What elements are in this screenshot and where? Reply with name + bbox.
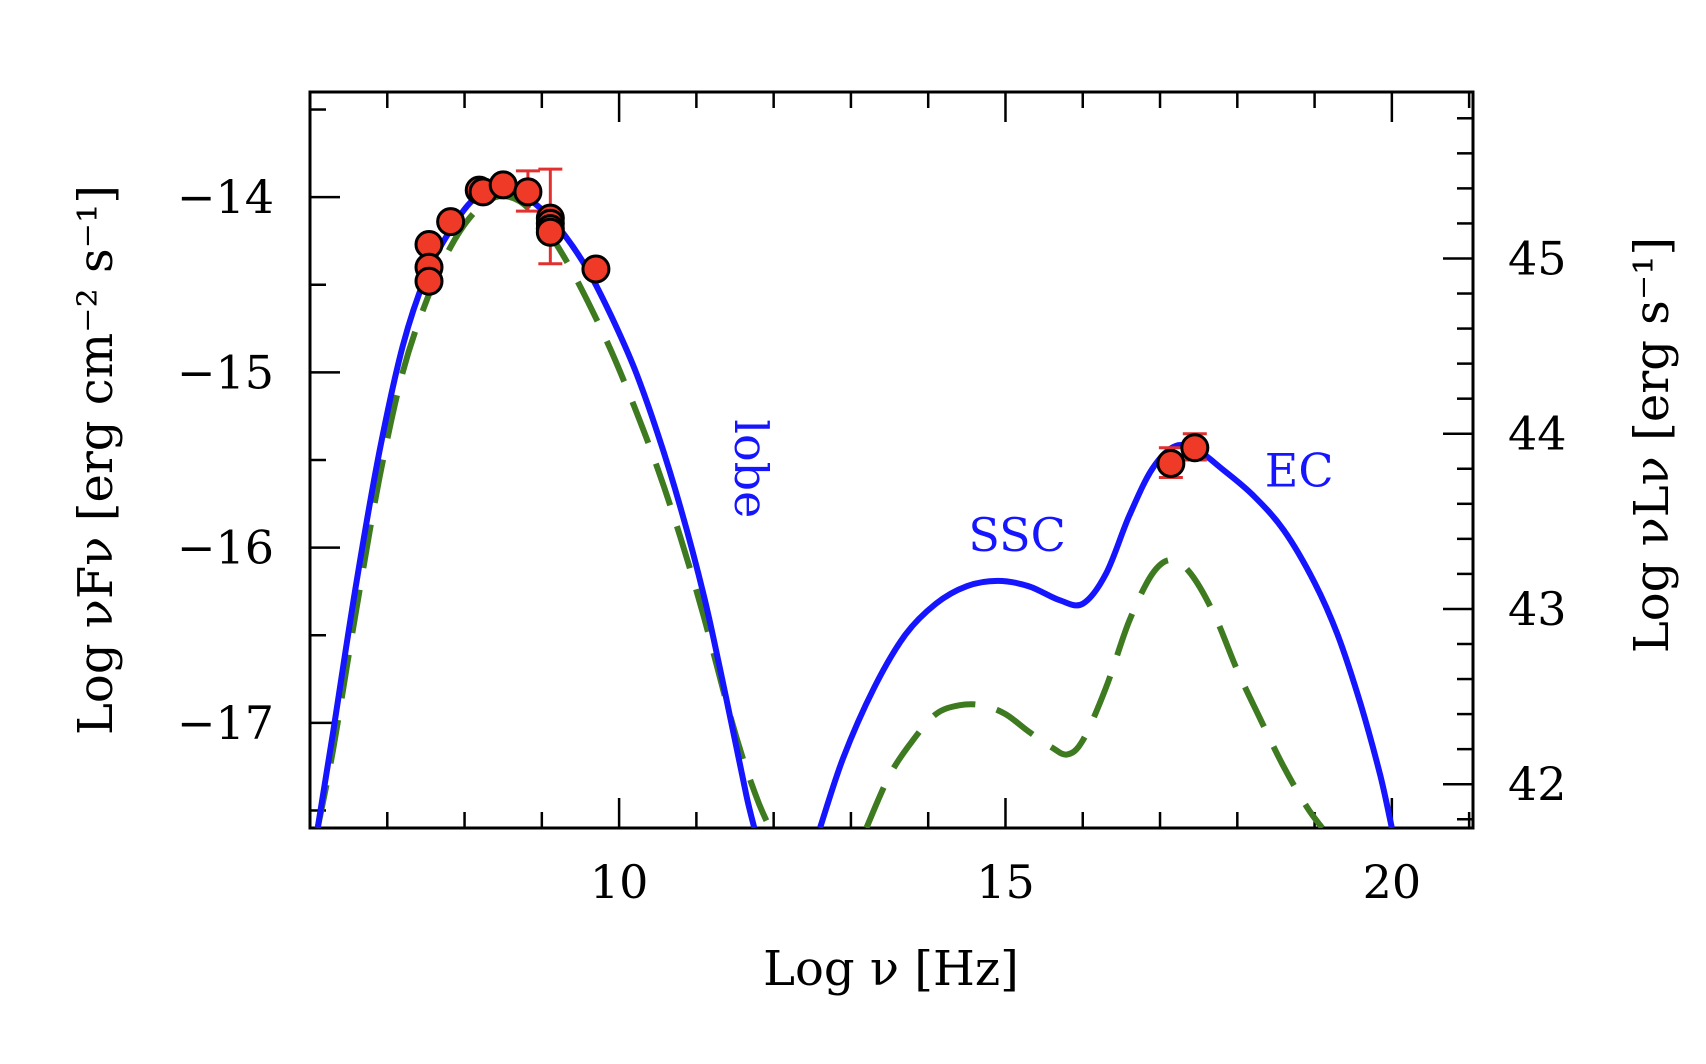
data-point — [513, 177, 543, 207]
solid-total-curve — [314, 186, 758, 828]
dashed-component-curve — [314, 193, 773, 828]
annotation-ssc: SSC — [968, 508, 1065, 562]
data-point — [1180, 433, 1210, 463]
x-tick-label-20: 20 — [1363, 855, 1422, 909]
data-point — [1156, 449, 1186, 479]
x-tick-label-10: 10 — [590, 855, 649, 909]
x-axis-label: Log ν [Hz] — [763, 941, 1019, 997]
y-tick-label-minus15: −15 — [177, 345, 274, 399]
data-point — [581, 254, 611, 284]
data-points — [414, 167, 1210, 480]
y2-tick-label-43: 43 — [1508, 582, 1567, 636]
annotation-ec: EC — [1265, 443, 1334, 497]
y-axis-label: Log νFν [erg cm⁻² s⁻¹] — [68, 185, 124, 735]
y-tick-label-minus17: −17 — [177, 696, 274, 750]
axis-ticks — [308, 92, 1473, 828]
dashed-component-curve — [863, 556, 1325, 828]
data-point — [535, 217, 565, 247]
y2-axis-label: Log νLν [erg s⁻¹] — [1624, 237, 1680, 653]
y2-tick-label-44: 44 — [1508, 407, 1567, 461]
x-tick-label-15: 15 — [976, 855, 1035, 909]
y2-tick-label-45: 45 — [1508, 231, 1567, 285]
y2-tick-label-42: 42 — [1508, 757, 1567, 811]
y-tick-label-minus16: −16 — [177, 521, 274, 575]
y-tick-label-minus14: −14 — [177, 170, 274, 224]
data-point — [436, 207, 466, 237]
data-point — [414, 266, 444, 296]
data-point — [488, 170, 518, 200]
model-curves — [314, 186, 1395, 828]
solid-total-curve — [817, 442, 1395, 828]
annotation-lobe: lobe — [724, 419, 778, 518]
